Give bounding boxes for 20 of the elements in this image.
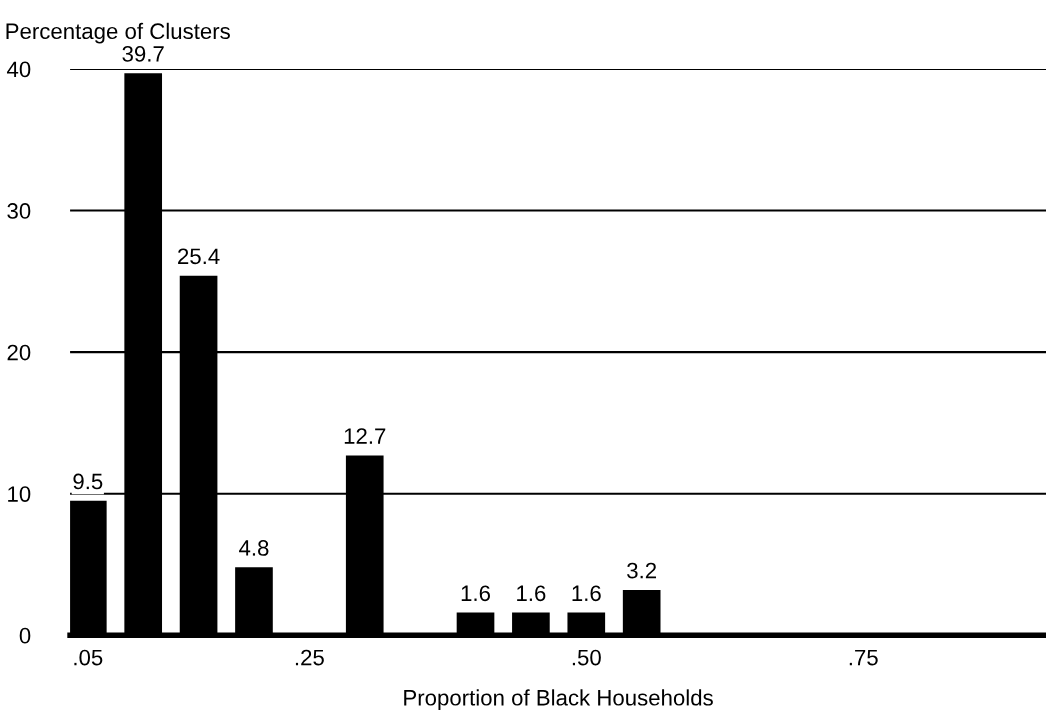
y-tick-label: 40	[6, 61, 31, 78]
y-tick-label: 30	[7, 203, 31, 219]
x-axis-title: Proportion of Black Households	[404, 689, 713, 711]
data-label: 1.6	[572, 585, 601, 602]
data-label: 3.2	[627, 562, 657, 579]
x-tick-label: .50	[572, 649, 601, 666]
data-label: 9.5	[73, 473, 103, 490]
x-tick-label: .25	[295, 649, 324, 666]
data-label: 25.4	[178, 248, 220, 265]
y-axis-title: Percentage of Clusters	[6, 22, 230, 44]
data-label: 1.6	[517, 585, 546, 602]
data-label: 1.6	[461, 585, 490, 602]
y-tick-label: 10	[8, 486, 31, 502]
data-label: 12.7	[344, 428, 386, 444]
x-tick-label: .05	[74, 649, 103, 666]
data-label: 39.7	[122, 46, 164, 62]
x-tick-label: .75	[849, 649, 878, 666]
y-tick-label: 20	[7, 344, 31, 361]
y-tick-label: 0	[19, 627, 31, 644]
data-label: 4.8	[239, 540, 269, 556]
